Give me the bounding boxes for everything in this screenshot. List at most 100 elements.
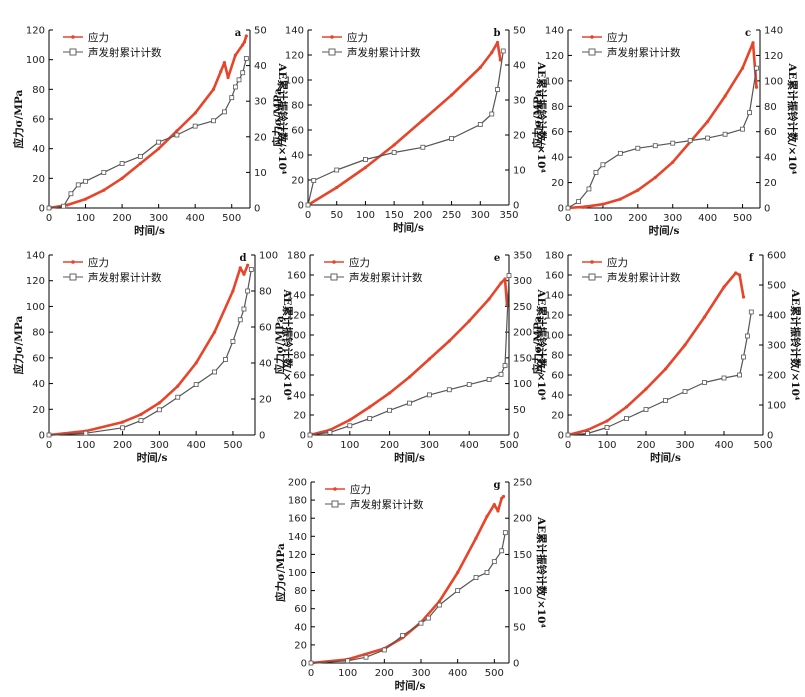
y-left-tick-label: 40 [32,379,45,390]
stress-point [388,391,392,395]
y-left-tick-label: 200 [288,478,307,489]
stress-point [702,315,707,319]
y-left-tick-label: 140 [287,291,306,302]
chart-panel-f: 0 100 200 300 400 500020406080100120140160180… [531,251,802,465]
y-left-tick-label: 0 [558,431,564,442]
y-right-tick-label: 500 [767,281,786,292]
x-tick-label: 200 [413,210,432,221]
legend-ae-marker [588,48,596,56]
stress-point [644,387,648,391]
y-right-axis-label: AE累计振铃计数/×10⁴ [281,289,294,401]
ae-count-point [46,205,52,211]
x-tick-label: 500 [485,668,504,679]
y-right-tick-label: 100 [513,586,532,597]
ae-count-point [722,131,728,137]
stress-point [244,34,248,38]
stress-series-line [48,264,249,437]
y-left-tick-label: 80 [32,328,45,339]
y-left-axis-label: 应力σ/MPa [531,315,544,374]
x-axis-label: 时间/s [649,224,680,237]
y-left-tick-label: 0 [39,204,45,215]
legend-stress-marker [333,487,337,491]
x-tick-label: 100 [76,213,95,224]
y-right-tick-label: 20 [259,395,272,406]
y-left-tick-label: 100 [545,76,564,87]
chart-panel-a: 0 100 200 300 400 500 0 20 40 60 80 100 120 0 10 20 30 40… [12,26,289,238]
legend-ae-marker [331,500,339,508]
y-left-tick-label: 160 [288,514,307,525]
ae-count-point [565,432,571,438]
stress-point [157,401,161,405]
ae-count-point [83,178,88,184]
x-tick-label: 500 [499,440,518,451]
y-right-axis-label: AE累计振铃计数/×10⁴ [535,289,548,401]
stress-point [499,281,503,285]
stress-point [496,509,500,513]
x-tick-label: 400 [714,440,733,451]
y-left-axis-label: 应力σ/MPa [12,89,25,148]
stress-point [120,176,124,180]
stress-point [211,87,216,91]
stress-point [738,273,742,277]
ae-count-point [192,123,198,129]
ae-count-point [576,199,581,205]
y-right-tick-label: 250 [513,478,532,489]
y-left-tick-label: 160 [545,271,564,282]
y-right-tick-label: 20 [764,178,777,189]
ae-count-point [449,136,454,141]
ae-count-point [407,400,412,406]
stress-series-line [567,41,758,210]
y-left-tick-label: 0 [301,659,307,670]
legend-ae-marker [328,48,336,56]
y-right-tick-label: 50 [513,405,526,416]
y-left-tick-label: 160 [287,271,306,282]
stress-point [407,375,412,379]
stress-series-line [309,277,509,437]
stress-point [447,339,451,343]
ae-count-point [604,425,610,430]
y-left-tick-label: 120 [288,550,307,561]
y-left-tick-label: 120 [285,51,304,62]
ae-count-point [345,658,351,664]
ae-count-point [305,202,311,208]
x-tick-label: 500 [733,213,752,224]
stress-series-line [307,41,502,207]
legend-stress-marker [330,35,334,39]
panel-label: e [494,253,500,264]
ae-count-point [495,87,500,92]
ae-count-point [506,273,512,278]
y-right-tick-label: 0 [513,659,519,670]
ae-count-point [387,407,393,413]
ae-count-point [586,186,592,192]
ae-count-point [175,394,181,400]
stress-point [120,420,125,424]
x-tick-label: 50 [330,210,343,221]
legend-ae-label: 声发射累计计数 [607,46,681,59]
x-tick-label: 400 [186,213,205,224]
x-tick-label: 0 [565,440,571,451]
y-left-tick-label: 60 [32,353,45,364]
panel-label: c [745,28,751,39]
x-axis-label: 时间/s [393,221,424,234]
ae-count-point [137,153,143,159]
y-left-tick-label: 60 [294,604,307,615]
stress-point [212,330,217,334]
ae-count-point [426,392,432,398]
ae-count-point [484,570,490,575]
ae-count-point [687,138,693,144]
legend-stress-marker [332,260,336,264]
ae-count-point [240,70,246,76]
stress-point [474,536,478,540]
ae-count-point [75,182,81,188]
ae-count-point [420,144,426,150]
y-left-tick-label: 120 [26,26,45,37]
y-left-tick-label: 60 [32,115,45,126]
ae-count-point [585,431,590,436]
y-right-tick-label: 200 [767,371,786,382]
ae-count-point [643,407,649,412]
y-left-tick-label: 100 [545,331,564,342]
ae-count-point [232,84,238,90]
y-left-tick-label: 60 [291,126,304,137]
y-left-tick-label: 80 [551,351,564,362]
x-tick-label: 300 [663,213,682,224]
